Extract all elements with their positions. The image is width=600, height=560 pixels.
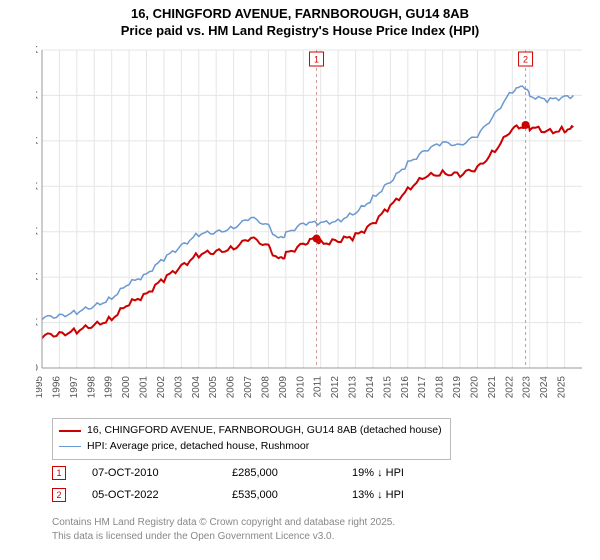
footer: Contains HM Land Registry data © Crown c… [52,516,395,543]
svg-text:2012: 2012 [330,376,341,399]
svg-text:2018: 2018 [435,376,446,399]
line-chart: 1995 1996 1997 1998 1999 2000 2001 2002 2003 2004… [36,44,590,404]
svg-text:2016: 2016 [400,376,411,399]
svg-text:2000: 2000 [121,376,132,399]
legend-label-hpi: HPI: Average price, detached house, Rush… [87,439,309,455]
title-line-2: Price paid vs. HM Land Registry's House … [0,23,600,40]
svg-text:2013: 2013 [348,376,359,399]
marker-table: 1 07-OCT-2010 £285,000 19% ↓ HPI 2 05-OC… [52,462,472,506]
legend-label-property: 16, CHINGFORD AVENUE, FARNBOROUGH, GU14 … [87,423,442,439]
marker-row-1: 1 07-OCT-2010 £285,000 19% ↓ HPI [52,462,472,484]
svg-text:2015: 2015 [382,376,393,399]
svg-text:2023: 2023 [522,376,533,399]
svg-text:2009: 2009 [278,376,289,399]
marker-row-2: 2 05-OCT-2022 £535,000 13% ↓ HPI [52,484,472,506]
svg-text:1: 1 [314,55,319,65]
svg-text:2021: 2021 [487,376,498,399]
marker-price-1: £285,000 [232,467,352,479]
svg-text:2022: 2022 [504,376,515,399]
svg-text:2010: 2010 [295,376,306,399]
svg-text:2019: 2019 [452,376,463,399]
marker-badge-1: 1 [52,466,66,480]
marker-diff-1: 19% ↓ HPI [352,467,472,479]
svg-text:2005: 2005 [208,376,219,399]
svg-text:2003: 2003 [173,376,184,399]
legend-row-hpi: HPI: Average price, detached house, Rush… [59,439,442,455]
svg-text:2006: 2006 [226,376,237,399]
svg-text:1999: 1999 [104,376,115,399]
svg-text:2007: 2007 [243,376,254,399]
svg-text:1998: 1998 [86,376,97,399]
svg-text:£700K: £700K [36,45,38,56]
svg-text:£300K: £300K [36,227,38,238]
svg-text:2002: 2002 [156,376,167,399]
svg-text:2020: 2020 [469,376,480,399]
svg-text:2014: 2014 [365,376,376,399]
marker-diff-2: 13% ↓ HPI [352,489,472,501]
svg-text:2025: 2025 [557,376,568,399]
svg-text:£0: £0 [36,363,38,374]
legend: 16, CHINGFORD AVENUE, FARNBOROUGH, GU14 … [52,418,451,460]
marker-badge-2: 2 [52,488,66,502]
svg-text:2001: 2001 [139,376,150,399]
chart-area: 1995 1996 1997 1998 1999 2000 2001 2002 2003 2004… [36,44,590,404]
chart-container: 16, CHINGFORD AVENUE, FARNBOROUGH, GU14 … [0,0,600,560]
marker-price-2: £535,000 [232,489,352,501]
svg-text:2017: 2017 [417,376,428,399]
marker-date-1: 07-OCT-2010 [92,467,232,479]
svg-text:2024: 2024 [539,376,550,399]
svg-text:£200K: £200K [36,272,38,283]
svg-text:£400K: £400K [36,181,38,192]
svg-text:2008: 2008 [260,376,271,399]
legend-swatch-property [59,430,81,432]
title-block: 16, CHINGFORD AVENUE, FARNBOROUGH, GU14 … [0,0,600,40]
footer-line-2: This data is licensed under the Open Gov… [52,530,395,544]
svg-text:£600K: £600K [36,90,38,101]
svg-text:1996: 1996 [51,376,62,399]
marker-date-2: 05-OCT-2022 [92,489,232,501]
svg-text:£500K: £500K [36,136,38,147]
svg-text:2: 2 [523,55,528,65]
footer-line-1: Contains HM Land Registry data © Crown c… [52,516,395,530]
legend-swatch-hpi [59,446,81,447]
svg-text:1995: 1995 [36,376,45,399]
legend-row-property: 16, CHINGFORD AVENUE, FARNBOROUGH, GU14 … [59,423,442,439]
svg-text:2004: 2004 [191,376,202,399]
title-line-1: 16, CHINGFORD AVENUE, FARNBOROUGH, GU14 … [0,6,600,23]
svg-text:1997: 1997 [69,376,80,399]
svg-text:£100K: £100K [36,318,38,329]
svg-text:2011: 2011 [313,376,324,398]
